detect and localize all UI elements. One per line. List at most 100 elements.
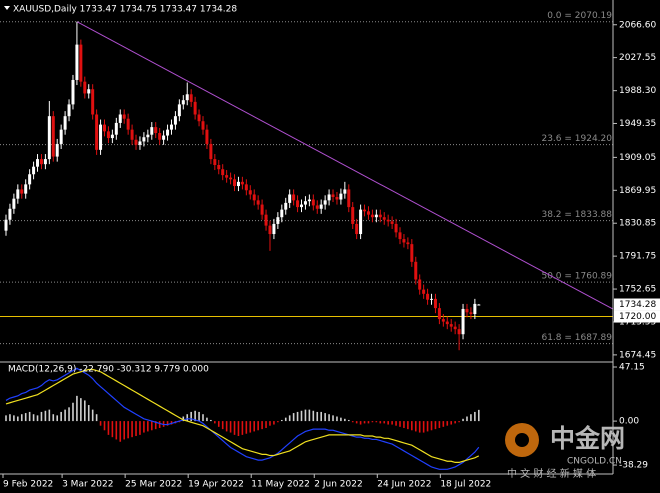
candle-body (201, 121, 205, 130)
y-tick-label: 1949.35 (619, 119, 656, 129)
candle-body (280, 209, 284, 218)
macd-histogram-bar (257, 421, 259, 431)
candle-body (351, 207, 355, 224)
macd-histogram-bar (284, 417, 287, 422)
candle-body (67, 104, 71, 117)
candle-body (284, 202, 288, 210)
candle-body (331, 194, 335, 197)
y-tick-label: 1909.05 (619, 153, 656, 163)
candle-body (110, 134, 114, 139)
macd-histogram-bar (95, 414, 98, 422)
candle-body (12, 198, 16, 209)
y-tick-label: 1791.75 (619, 252, 656, 262)
macd-histogram-bar (9, 414, 11, 422)
macd-histogram-bar (292, 413, 295, 422)
macd-histogram-bar (210, 419, 212, 422)
candle-body (307, 199, 311, 202)
macd-histogram-bar (217, 421, 220, 427)
price-label: 1720.00 (619, 312, 656, 322)
candle-body (146, 134, 150, 138)
macd-histogram-bar (48, 409, 51, 422)
candle-body (83, 81, 87, 94)
macd-histogram-bar (265, 421, 267, 428)
candle-body (240, 181, 244, 185)
candle-body (303, 201, 307, 205)
y-tick-label: 1830.85 (619, 219, 656, 229)
macd-histogram-bar (17, 416, 19, 422)
macd-histogram-bar (44, 410, 47, 422)
candle-body (386, 219, 390, 222)
macd-histogram-bar (340, 417, 342, 422)
candle-body (410, 244, 414, 262)
candle-body (473, 303, 477, 315)
x-tick-label: 18 Jul 2022 (440, 480, 491, 490)
macd-histogram-bar (123, 421, 125, 440)
macd-histogram-bar (158, 421, 161, 428)
macd-histogram-bar (296, 411, 299, 422)
candle-body (87, 89, 91, 94)
macd-histogram-bar (347, 419, 350, 422)
macd-histogram-bar (474, 411, 476, 422)
macd-histogram-bar (5, 415, 7, 422)
macd-histogram-bar (422, 421, 425, 433)
macd-histogram-bar (395, 421, 397, 426)
macd-tick-label: -38.29 (619, 461, 648, 471)
candle-body (327, 194, 331, 201)
macd-histogram-bar (147, 421, 149, 432)
macd-histogram-bar (24, 413, 27, 422)
logo-inner (515, 433, 529, 447)
macd-histogram-bar (13, 415, 15, 422)
macd-histogram-bar (320, 411, 322, 422)
y-tick-label: 1752.65 (619, 285, 656, 295)
macd-histogram-bar (135, 421, 137, 437)
macd-histogram-bar (139, 421, 141, 435)
candle-body (437, 308, 441, 320)
macd-histogram-bar (332, 415, 334, 422)
candle-body (51, 116, 55, 157)
candle-body (189, 94, 193, 102)
candle-body (16, 189, 20, 199)
macd-histogram-bar (458, 421, 460, 423)
x-tick-label: 24 Jun 2022 (377, 480, 431, 490)
macd-panel (5, 367, 480, 470)
macd-histogram-bar (399, 421, 401, 427)
x-tick-label: 25 Mar 2022 (125, 480, 182, 490)
macd-main-line (5, 367, 480, 470)
macd-histogram-bar (281, 419, 283, 422)
candle-body (433, 298, 437, 309)
candle-body (150, 127, 154, 135)
x-tick-label: 11 May 2022 (251, 480, 310, 490)
candle-body (197, 114, 201, 122)
macd-histogram-bar (269, 421, 271, 426)
candle-body (402, 239, 406, 243)
macd-histogram-bar (166, 421, 169, 426)
macd-histogram-bar (344, 418, 346, 422)
menu-icon (4, 6, 10, 10)
fib-label: 50.0 = 1760.89 (541, 272, 612, 282)
macd-histogram-bar (60, 411, 62, 422)
candle-body (193, 101, 197, 115)
macd-histogram-bar (221, 421, 224, 430)
macd-histogram-bar (308, 409, 311, 422)
macd-histogram-bar (214, 421, 216, 424)
candle-body (213, 159, 217, 166)
y-tick-label: 2027.55 (619, 53, 656, 63)
macd-histogram-bar (249, 421, 252, 433)
watermark-domain: CNGOLD.CN (567, 457, 622, 467)
candle-body (55, 143, 59, 157)
macd-histogram-bar (245, 421, 248, 434)
candle-body (209, 143, 213, 160)
candle-body (24, 184, 28, 194)
candle-body (217, 165, 221, 170)
candle-body (59, 129, 63, 144)
candle-body (374, 214, 378, 218)
candle-body (378, 214, 382, 218)
macd-histogram-bar (111, 421, 114, 438)
candle-body (382, 217, 386, 220)
macd-histogram-bar (115, 421, 118, 440)
macd-histogram-bar (150, 421, 153, 431)
macd-histogram-bar (462, 418, 464, 422)
macd-histogram-bar (355, 421, 358, 424)
